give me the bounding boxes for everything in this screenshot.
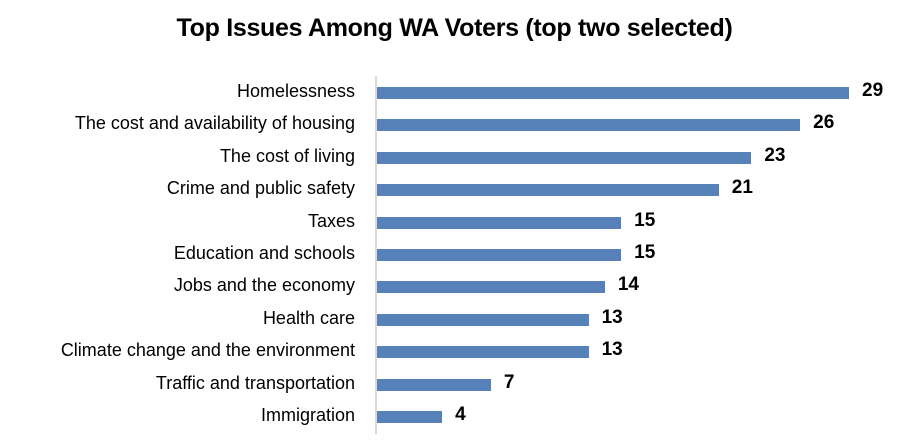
bar bbox=[377, 313, 589, 326]
category-label: Taxes bbox=[307, 210, 355, 231]
value-label: 29 bbox=[862, 80, 884, 101]
value-label: 13 bbox=[601, 339, 623, 361]
bar-row: The cost of living 23 bbox=[0, 142, 909, 174]
value-label: 21 bbox=[731, 177, 753, 199]
category-label: Health care bbox=[262, 307, 355, 328]
y-axis-line bbox=[375, 76, 377, 434]
category-label: The cost and availability of housing bbox=[74, 113, 355, 134]
category-label: Climate change and the environment bbox=[60, 340, 355, 361]
bar-row: Crime and public safety 21 bbox=[0, 174, 909, 206]
value-label: 26 bbox=[813, 112, 835, 134]
bar bbox=[377, 151, 752, 164]
value-label: 7 bbox=[503, 371, 515, 393]
category-label: Traffic and transportation bbox=[155, 372, 355, 393]
value-label: 15 bbox=[634, 209, 656, 231]
category-label: The cost of living bbox=[219, 145, 355, 166]
bar bbox=[377, 346, 589, 359]
bar bbox=[377, 411, 443, 423]
value-label: 13 bbox=[601, 306, 623, 328]
bar-row: Traffic and transportation 7 bbox=[0, 369, 909, 401]
bar bbox=[377, 87, 849, 99]
category-label: Education and schools bbox=[173, 243, 355, 263]
value-label: 14 bbox=[617, 274, 639, 296]
value-label: 23 bbox=[764, 144, 786, 166]
bar bbox=[377, 378, 491, 391]
bar bbox=[377, 119, 801, 132]
bar bbox=[377, 281, 605, 294]
category-label: Jobs and the economy bbox=[173, 275, 355, 296]
bar bbox=[377, 249, 622, 261]
bar-row: Climate change and the environment 13 bbox=[0, 336, 909, 368]
bar-row: Homelessness 29 bbox=[0, 77, 909, 109]
bar-row: Taxes 15 bbox=[0, 207, 909, 239]
bar bbox=[377, 216, 622, 229]
bar bbox=[377, 184, 719, 197]
category-label: Homelessness bbox=[236, 81, 355, 101]
bar-row: Jobs and the economy 14 bbox=[0, 271, 909, 303]
category-label: Immigration bbox=[260, 405, 355, 425]
bar-row: Education and schools 15 bbox=[0, 239, 909, 271]
category-label: Crime and public safety bbox=[166, 178, 355, 199]
chart-title: Top Issues Among WA Voters (top two sele… bbox=[176, 14, 733, 42]
bar-row: The cost and availability of housing 26 bbox=[0, 109, 909, 141]
value-label: 15 bbox=[634, 242, 656, 263]
value-label: 4 bbox=[455, 404, 466, 425]
bar-row: Immigration 4 bbox=[0, 401, 909, 433]
bar-row: Health care 13 bbox=[0, 304, 909, 336]
